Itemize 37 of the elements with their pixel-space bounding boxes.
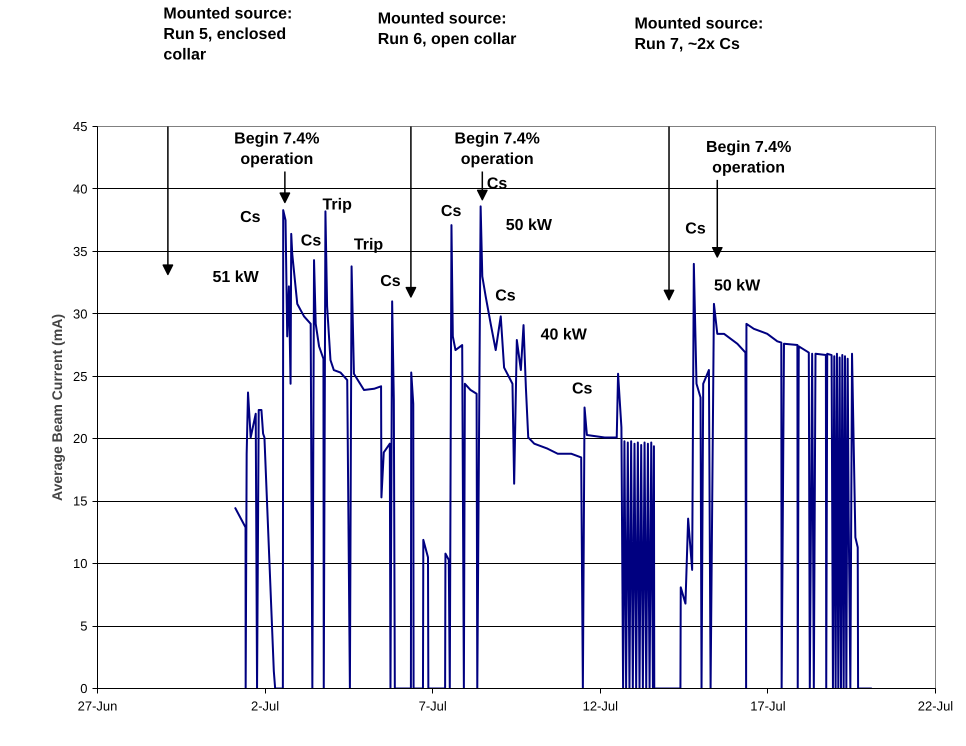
text: Mounted source: Run 7, ~2x Cs (634, 16, 764, 53)
annotation: Begin 7.4% operation (234, 130, 320, 168)
text: Mounted source: Run 6, open collar (378, 10, 516, 48)
annotation: Cs (440, 202, 462, 220)
text: Mounted source: Run 5, enclosed collar (163, 6, 292, 64)
x-tick-label: 27-Jun (78, 698, 118, 714)
y-tick-label: 45 (73, 119, 88, 134)
annotation: Cs (685, 220, 706, 238)
annotation: 40 kW (540, 326, 588, 344)
annotation: Trip (322, 196, 352, 214)
x-tick-label: 7-Jul (418, 698, 447, 714)
y-axis-title: Average Beam Current (mA) (49, 314, 66, 501)
y-tick-label: 25 (73, 368, 88, 384)
annotation: Cs (240, 209, 261, 226)
annotation: Cs (495, 288, 516, 305)
y-tick-label: 0 (80, 681, 88, 696)
y-tick-label: 10 (73, 556, 88, 572)
y-tick-label: 35 (73, 244, 88, 259)
y-tick-label: 20 (73, 431, 88, 446)
annotation: 50 kW (714, 278, 762, 295)
y-tick-label: 30 (73, 306, 88, 322)
x-tick-label: 12-Jul (582, 698, 618, 714)
annotation: Cs (486, 175, 508, 192)
annotation: Cs (300, 232, 322, 250)
annotation: 51 kW (212, 269, 260, 286)
y-tick-label: 5 (80, 618, 88, 634)
annotation: Begin 7.4% operation (706, 139, 792, 177)
annotation: Trip (354, 236, 384, 254)
annotation: 50 kW (506, 216, 553, 234)
y-tick-label: 40 (73, 181, 88, 196)
y-tick-label: 15 (73, 494, 88, 509)
x-tick-label: 22-Jul (918, 698, 954, 714)
x-tick-label: 2-Jul (251, 698, 280, 714)
annotation: Cs (572, 380, 593, 398)
x-tick-label: 17-Jul (750, 698, 786, 714)
annotation: Begin 7.4% operation (454, 130, 540, 168)
annotation: Cs (380, 273, 401, 290)
